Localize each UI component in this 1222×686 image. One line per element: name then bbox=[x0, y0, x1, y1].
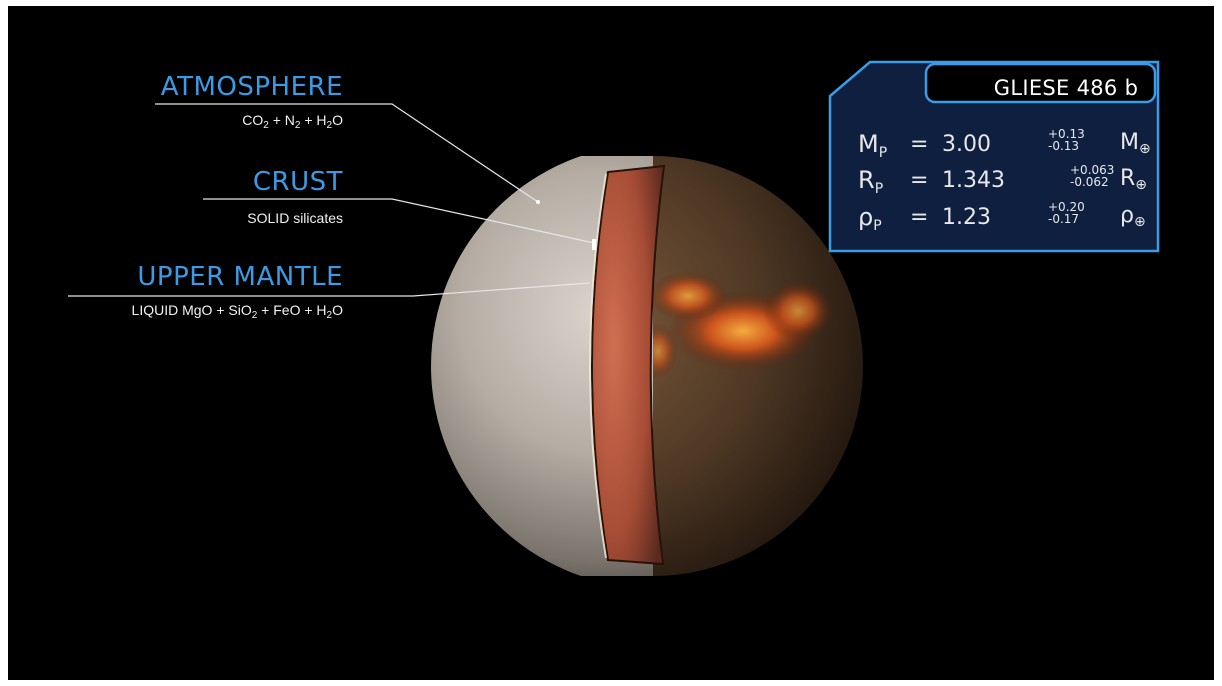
upper-mantle-composition: LIQUID MgO + SiO2 + FeO + H2O bbox=[28, 302, 343, 321]
parameter-unit: ρ⊕ bbox=[1120, 203, 1146, 230]
planet-name-box bbox=[924, 62, 1157, 104]
radius-row: RP = 1.343 +0.063 -0.062 R⊕ bbox=[858, 164, 1158, 202]
parameter-value: 1.343 bbox=[942, 168, 1005, 193]
composition-subscript: 2 bbox=[251, 310, 258, 321]
atmosphere-leader bbox=[155, 103, 539, 203]
density-row: ρP = 1.23 +0.20 -0.17 ρ⊕ bbox=[858, 201, 1158, 239]
parameter-equals: = bbox=[910, 132, 929, 157]
parameter-panel bbox=[828, 60, 1160, 253]
uncertainty-minus: -0.13 bbox=[1048, 139, 1080, 153]
parameter-value: 1.23 bbox=[942, 205, 991, 230]
parameter-symbol-subscript: P bbox=[874, 181, 884, 197]
composition-text: CO bbox=[242, 112, 264, 128]
composition-text: + FeO + H bbox=[257, 302, 327, 318]
leader-lines bbox=[68, 103, 595, 297]
parameter-equals: = bbox=[910, 205, 929, 230]
atmosphere-rim bbox=[589, 173, 607, 559]
parameter-symbol: ρP bbox=[858, 203, 882, 234]
atmosphere-leader-dot bbox=[536, 200, 540, 204]
composition-text: O bbox=[332, 302, 343, 318]
uncertainty-minus: -0.17 bbox=[1048, 212, 1080, 226]
planet-name: GLIESE 486 b bbox=[993, 76, 1139, 100]
parameter-equals: = bbox=[910, 168, 929, 193]
uncertainty-minus: -0.062 bbox=[1070, 175, 1109, 189]
parameter-uncertainty: +0.13 -0.13 bbox=[1048, 128, 1085, 152]
composition-text: + N bbox=[268, 112, 295, 128]
parameter-uncertainty: +0.063 -0.062 bbox=[1070, 164, 1114, 188]
atmosphere-composition: CO2 + N2 + H2O bbox=[98, 112, 343, 131]
composition-text: SOLID silicates bbox=[247, 210, 343, 226]
mantle-leader bbox=[68, 282, 591, 297]
parameter-symbol-subscript: P bbox=[873, 218, 882, 234]
uncertainty-plus: +0.063 bbox=[1070, 163, 1115, 177]
crust-leader bbox=[203, 198, 595, 244]
crust-band bbox=[591, 164, 666, 566]
composition-text: + H bbox=[300, 112, 327, 128]
parameter-uncertainty: +0.20 -0.17 bbox=[1048, 201, 1085, 225]
parameter-symbol: RP bbox=[858, 166, 884, 197]
composition-subscript: 2 bbox=[326, 120, 333, 131]
parameter-unit-subscript: ⊕ bbox=[1135, 177, 1148, 193]
crust-leader-marker bbox=[592, 239, 596, 250]
atmosphere-title: ATMOSPHERE bbox=[160, 72, 343, 102]
upper-mantle-title: UPPER MANTLE bbox=[137, 262, 343, 292]
parameter-unit: M⊕ bbox=[1120, 130, 1151, 157]
composition-text: LIQUID MgO + SiO bbox=[131, 302, 252, 318]
parameter-unit: R⊕ bbox=[1120, 166, 1148, 193]
crust-composition: SOLID silicates bbox=[98, 210, 343, 226]
parameter-unit-subscript: ⊕ bbox=[1138, 141, 1151, 157]
planet-cutaway-diagram bbox=[68, 60, 1160, 576]
composition-subscript: 2 bbox=[326, 310, 333, 321]
parameter-symbol-subscript: P bbox=[878, 145, 888, 161]
parameter-unit-subscript: ⊕ bbox=[1133, 214, 1146, 230]
crust-title: CRUST bbox=[252, 167, 343, 197]
diagram-canvas: ATMOSPHERE CO2 + N2 + H2O CRUST SOLID si… bbox=[8, 6, 1214, 680]
parameter-symbol: MP bbox=[858, 130, 888, 161]
parameter-value: 3.00 bbox=[942, 132, 991, 157]
uncertainty-plus: +0.13 bbox=[1048, 127, 1085, 141]
upper-mantle-body bbox=[653, 156, 863, 576]
composition-subscript: 2 bbox=[294, 120, 301, 131]
composition-text: O bbox=[332, 112, 343, 128]
uncertainty-plus: +0.20 bbox=[1048, 200, 1085, 214]
mass-row: MP = 3.00 +0.13 -0.13 M⊕ bbox=[858, 128, 1158, 166]
composition-subscript: 2 bbox=[263, 120, 269, 131]
